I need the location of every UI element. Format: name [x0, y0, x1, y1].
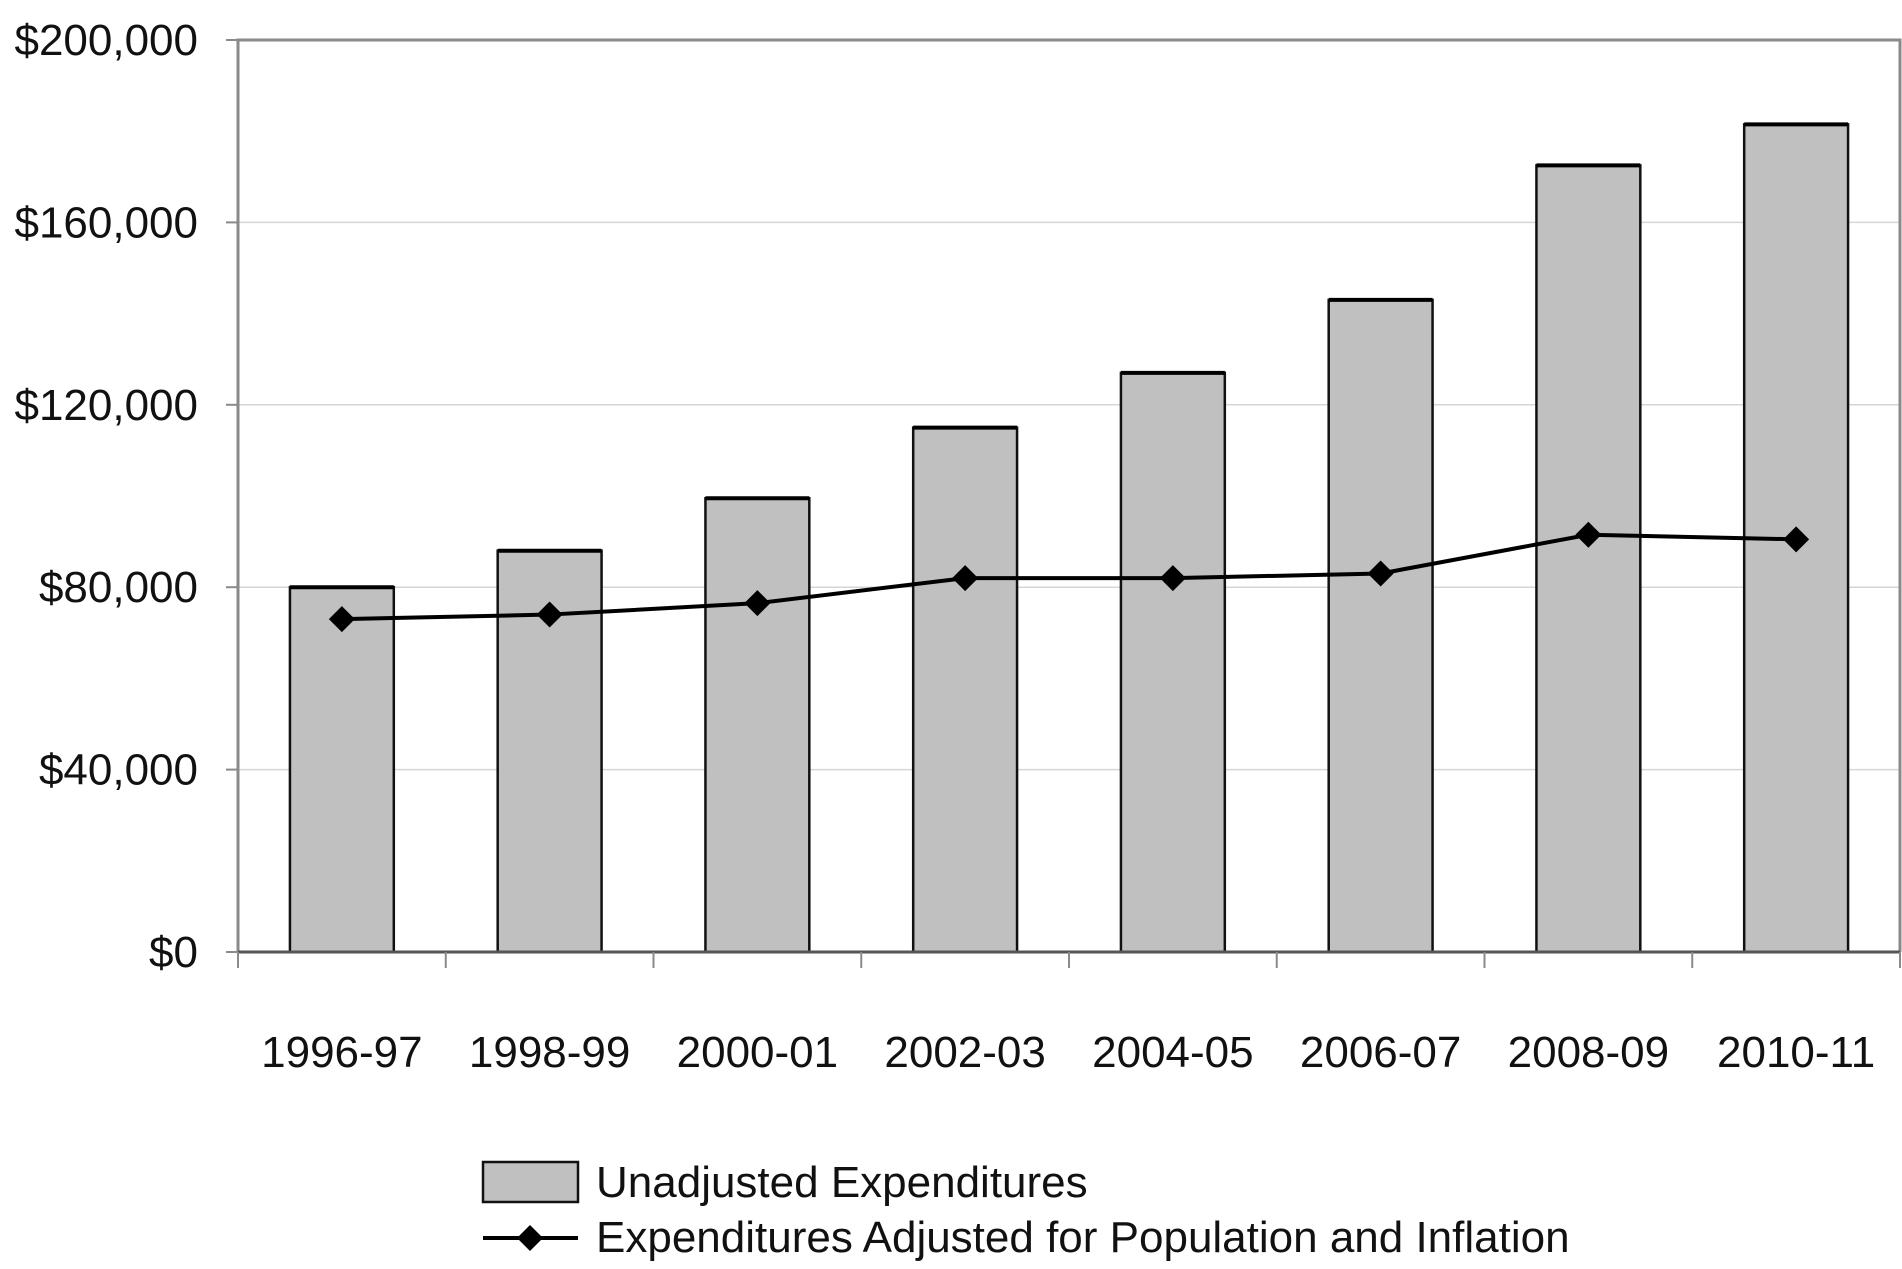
line-marker: [1159, 565, 1186, 592]
y-tick-label: $80,000: [39, 563, 198, 612]
x-tick-label: 2004-05: [1092, 1028, 1253, 1077]
series-line-adjusted: [341, 532, 1797, 622]
bar: [1119, 371, 1227, 954]
x-tick-label: 2006-07: [1300, 1028, 1461, 1077]
line-marker: [1783, 526, 1810, 553]
x-tick-label: 2000-01: [677, 1028, 838, 1077]
line-marker: [744, 590, 771, 617]
legend-marker-adjusted: [517, 1225, 543, 1251]
legend-swatch-unadjusted: [481, 1160, 580, 1204]
x-tick-label: 2010-11: [1717, 1028, 1875, 1077]
plot-frame: [236, 38, 1902, 952]
bar: [911, 426, 1019, 954]
legend-label-adjusted: Expenditures Adjusted for Population and…: [596, 1213, 1570, 1262]
line-marker: [1575, 521, 1602, 548]
line-marker: [952, 565, 979, 592]
bar: [704, 497, 811, 954]
plot-area: [238, 40, 1900, 952]
bar: [288, 585, 396, 954]
x-tick-label: 1996-97: [261, 1028, 422, 1077]
bar: [1535, 164, 1642, 954]
x-tick-label: 2002-03: [884, 1028, 1045, 1077]
legend-label-unadjusted: Unadjusted Expenditures: [596, 1158, 1088, 1207]
bar: [1327, 298, 1434, 954]
x-tick-label: 1998-99: [469, 1028, 630, 1077]
line-marker: [328, 606, 355, 633]
y-tick-label: $120,000: [14, 381, 198, 430]
y-tick-label: $0: [149, 928, 198, 977]
line-marker: [1367, 560, 1394, 587]
line-marker: [536, 601, 563, 628]
y-tick-label: $40,000: [39, 746, 198, 795]
y-tick-label: $200,000: [14, 16, 198, 65]
x-tick-label: 2008-09: [1508, 1028, 1669, 1077]
y-tick-label: $160,000: [14, 198, 198, 247]
